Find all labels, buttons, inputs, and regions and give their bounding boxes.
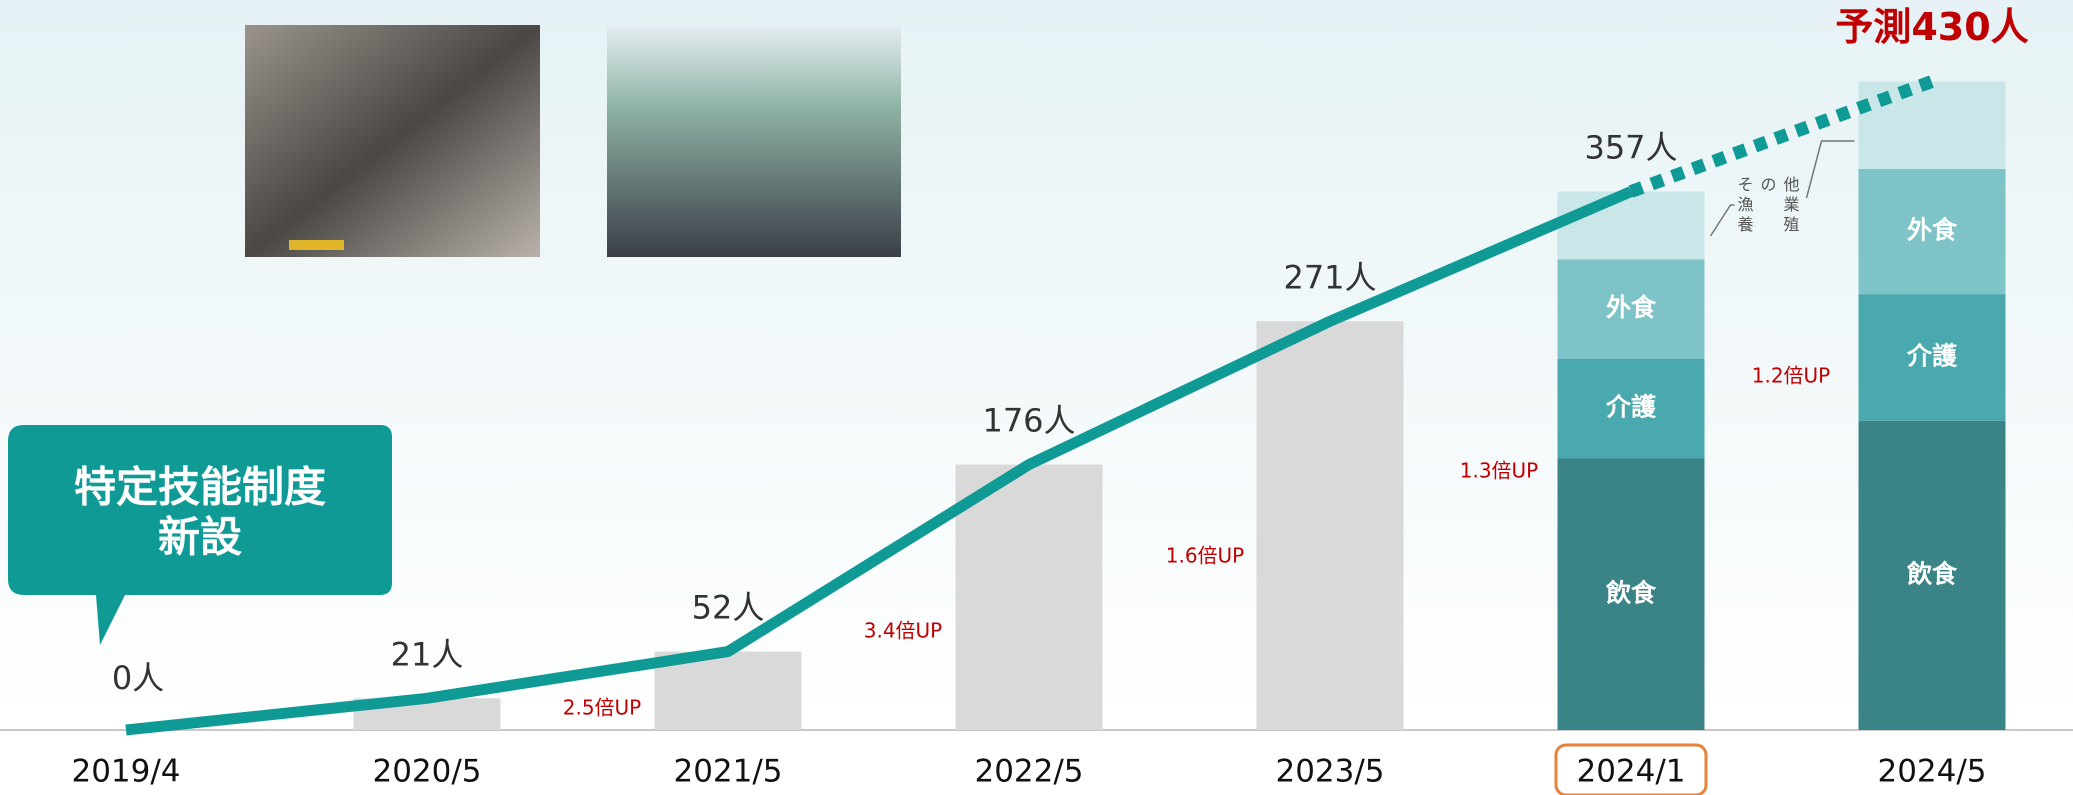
segment-label: 介護 xyxy=(1605,393,1657,422)
segment-label: 外食 xyxy=(1907,216,1958,245)
value-label: 176人 xyxy=(982,402,1075,440)
category-highlight xyxy=(1554,743,1708,795)
stacked-segment xyxy=(1557,259,1705,359)
growth-label: 1.2倍UP xyxy=(1752,364,1831,388)
x-tick-label: 2022/5 xyxy=(974,754,1083,790)
callout-bubble xyxy=(8,425,392,645)
growth-label: 3.4倍UP xyxy=(864,619,943,643)
stacked-segment xyxy=(1557,358,1705,459)
segment-label: 飲食 xyxy=(1605,578,1657,607)
growth-label: 1.3倍UP xyxy=(1460,459,1539,483)
line xyxy=(125,186,1634,736)
photo xyxy=(245,25,540,257)
segment-label-text: その他 漁業 養殖 xyxy=(1737,175,1800,234)
stacked-segment xyxy=(1858,294,2006,421)
callout-text: 特定技能制度 xyxy=(74,463,326,512)
x-tick-label: 2024/1 xyxy=(1576,754,1685,790)
value-label: 21人 xyxy=(391,635,464,673)
x-tick-label: 2019/4 xyxy=(71,754,180,790)
value-label: 52人 xyxy=(692,589,765,627)
segment-label: 介護 xyxy=(1906,341,1958,370)
x-tick-label: 2021/5 xyxy=(673,754,782,790)
x-tick-label: 2024/5 xyxy=(1877,754,1986,790)
photo xyxy=(607,25,901,257)
photo-detail xyxy=(289,240,344,250)
stacked-segment xyxy=(1557,191,1705,260)
x-tick-label: 2020/5 xyxy=(372,754,481,790)
growth-label: 2.5倍UP xyxy=(563,696,642,720)
value-label: 357人 xyxy=(1584,129,1677,167)
stacked-segment xyxy=(1858,168,2006,295)
bar xyxy=(1256,321,1404,730)
value-label: 0人 xyxy=(112,659,164,697)
value-label: 271人 xyxy=(1283,258,1376,296)
leader-line xyxy=(1805,140,1855,199)
bar xyxy=(955,464,1103,730)
x-tick-label: 2023/5 xyxy=(1275,754,1384,790)
segment-label: 飲食 xyxy=(1906,559,1958,588)
segment-label: 外食 xyxy=(1606,293,1657,322)
callout-text: 新設 xyxy=(158,513,242,562)
value-label: 予測430人 xyxy=(1835,5,2028,49)
growth-label: 1.6倍UP xyxy=(1166,544,1245,568)
stacked-segment xyxy=(1858,420,2006,730)
stacked-segment xyxy=(1557,458,1705,730)
leader-line xyxy=(1709,204,1735,237)
segment-label: その他 漁業 養殖 xyxy=(1737,175,1800,234)
line xyxy=(1628,75,1935,198)
